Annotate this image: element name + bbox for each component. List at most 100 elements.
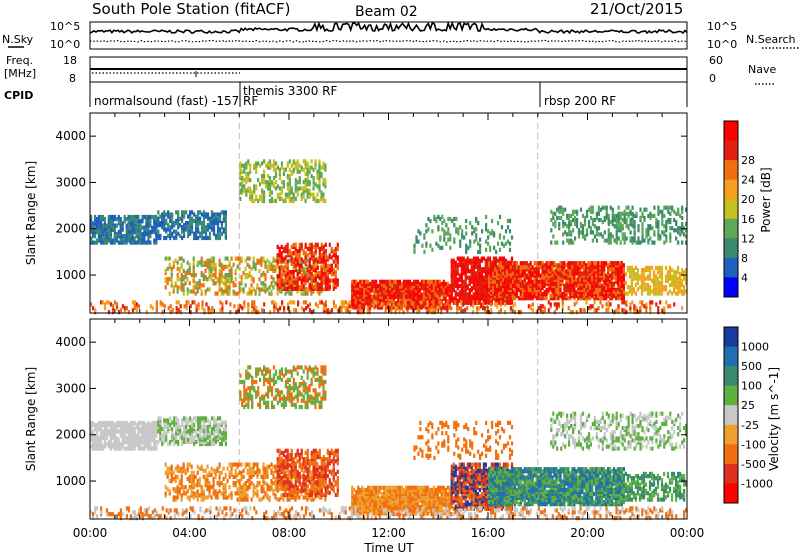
rti-cell [299, 176, 301, 180]
rti-cell [239, 166, 241, 170]
rti-cell [630, 230, 632, 234]
rti-cell [552, 212, 554, 216]
rti-cell [669, 289, 671, 293]
rti-cell [598, 212, 600, 216]
rti-cell [655, 302, 657, 306]
rti-cell [153, 238, 155, 242]
rti-cell [410, 300, 412, 304]
rti-cell [369, 310, 371, 314]
rti-cell [665, 266, 667, 270]
rti-cell [305, 287, 307, 291]
rti-cell [197, 217, 199, 221]
rti-cell [269, 191, 271, 195]
rti-cell [185, 221, 187, 225]
rti-cell [213, 279, 215, 283]
rti-cell [159, 234, 161, 238]
rti-cell [176, 306, 178, 310]
rti-cell [572, 310, 574, 314]
rti-cell [171, 267, 173, 271]
rti-cell [184, 304, 186, 308]
rti-cell [209, 308, 211, 312]
rti-cell [227, 289, 229, 293]
rti-cell [162, 302, 164, 306]
rti-cell [554, 220, 556, 224]
rti-cell [316, 174, 318, 178]
rti-cell [512, 276, 514, 280]
rti-cell [321, 278, 323, 282]
rti-cell [616, 222, 618, 226]
rti-cell [197, 289, 199, 293]
rti-cell [331, 255, 333, 259]
rti-cell [498, 310, 500, 314]
rti-cell [462, 302, 464, 306]
rti-cell [145, 215, 147, 219]
rti-cell [465, 299, 467, 303]
rti-cell [393, 293, 395, 297]
rti-cell [514, 261, 516, 265]
rti-cell [629, 285, 631, 289]
rti-cell [268, 265, 270, 269]
rti-cell [451, 219, 453, 223]
rti-cell [608, 218, 610, 222]
rti-cell [407, 286, 409, 290]
rti-cell [444, 306, 446, 310]
freq-panel: 18 8 60 0 [63, 54, 723, 85]
rti-cell [415, 240, 417, 244]
rti-cell [457, 263, 459, 267]
rti-cell [439, 246, 441, 250]
rti-cell [661, 222, 663, 226]
rti-cell [600, 232, 602, 236]
rti-cell [108, 230, 110, 234]
rti-cell [293, 193, 295, 197]
rti-cell [181, 277, 183, 281]
rti-cell [624, 220, 626, 224]
rti-cell [501, 257, 503, 261]
rti-cell [297, 249, 299, 253]
rti-cell [211, 210, 213, 214]
rti-cell [185, 281, 187, 285]
rti-cell [293, 257, 295, 261]
rti-cell [98, 215, 100, 219]
rti-cell [558, 210, 560, 214]
rti-cell [311, 266, 313, 270]
rti-cell [499, 215, 501, 219]
rti-cell [251, 195, 253, 199]
rti-cell [649, 272, 651, 276]
nave-tick-bottom: 0 [709, 72, 716, 85]
rti-cell [225, 219, 227, 223]
rti-cell [245, 283, 247, 287]
rti-cell [601, 265, 603, 269]
rti-cell [677, 230, 679, 234]
rti-cell [307, 268, 309, 272]
rti-cell [171, 219, 173, 223]
rti-cell [322, 197, 324, 201]
rti-cell [625, 300, 627, 304]
rti-cell [667, 292, 669, 296]
rti-cell [466, 306, 468, 310]
rti-cell [247, 308, 249, 312]
rti-cell [126, 230, 128, 234]
rti-cell [209, 259, 211, 263]
rti-cell [132, 226, 134, 230]
rti-cell [263, 191, 265, 195]
rti-cell [419, 231, 421, 235]
rti-cell [343, 304, 345, 308]
rti-cell [443, 233, 445, 237]
rti-cell [251, 283, 253, 287]
rti-cell [596, 239, 598, 243]
rti-cell [245, 189, 247, 193]
rti-cell [585, 288, 587, 292]
rti-cell [229, 261, 231, 265]
rti-cell [213, 257, 215, 261]
rti-cell [357, 304, 359, 308]
rti-cell [273, 199, 275, 203]
rti-cell [141, 232, 143, 236]
rti-cell [504, 302, 506, 306]
rti-cell [325, 249, 327, 253]
rti-cell [393, 300, 395, 304]
rti-cell [594, 234, 596, 238]
rti-cell [279, 176, 281, 180]
rti-cell [201, 232, 203, 236]
rti-cell [273, 164, 275, 168]
rti-cell [126, 306, 128, 310]
